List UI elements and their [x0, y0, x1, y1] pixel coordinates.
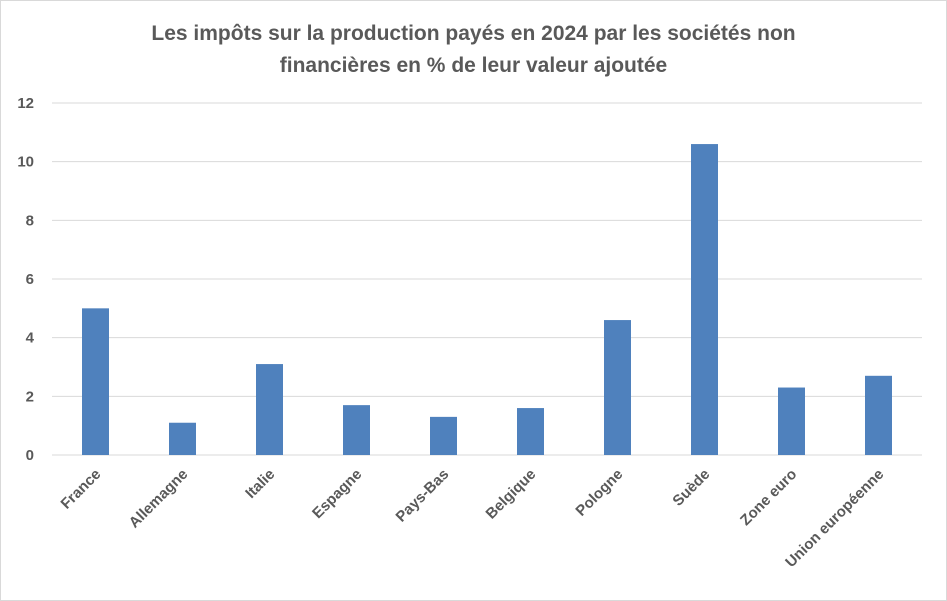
- x-tick-label: Union européenne: [782, 466, 887, 571]
- x-tick-label: Espagne: [309, 466, 365, 522]
- bar-union-européenne: [865, 375, 892, 455]
- y-tick-label: 4: [26, 330, 35, 347]
- bar-italie: [256, 364, 283, 455]
- x-tick-label: Suède: [669, 466, 713, 510]
- bar-zone-euro: [778, 387, 805, 455]
- chart-title-line-2: financières en % de leur valeur ajoutée: [279, 54, 668, 77]
- x-tick-label: Belgique: [483, 466, 540, 523]
- y-tick-label: 10: [17, 154, 34, 171]
- y-tick-label: 0: [26, 447, 34, 464]
- x-tick-label: Pologne: [572, 466, 626, 520]
- bar-pays-bas: [430, 416, 457, 455]
- bars: [82, 144, 892, 456]
- y-tick-label: 8: [26, 212, 34, 229]
- bar-suède: [691, 144, 718, 456]
- bar-espagne: [343, 405, 370, 455]
- x-tick-label: Pays-Bas: [393, 466, 453, 526]
- y-tick-label: 2: [26, 388, 34, 405]
- x-axis-tick-labels: France Allemagne Italie Espagne Pays-Bas Belg…: [58, 466, 888, 571]
- x-tick-label: Allemagne: [126, 466, 192, 532]
- x-tick-label: France: [58, 466, 105, 513]
- gridlines: [52, 102, 922, 456]
- y-tick-label: 12: [17, 95, 34, 112]
- chart-title-line-1: Les impôts sur la production payés en 20…: [151, 22, 796, 45]
- x-tick-label: Italie: [242, 466, 278, 502]
- bar-allemagne: [169, 422, 196, 455]
- y-axis-tick-labels: 0 2 4 6 8 10 12: [17, 95, 34, 464]
- x-tick-label: Zone euro: [737, 466, 800, 529]
- bar-pologne: [604, 320, 631, 455]
- y-tick-label: 6: [26, 271, 34, 288]
- bar-france: [82, 308, 109, 455]
- bar-belgique: [517, 408, 544, 455]
- chart-title: Les impôts sur la production payés en 20…: [0, 18, 947, 82]
